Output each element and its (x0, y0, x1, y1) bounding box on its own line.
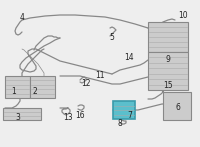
Text: 11: 11 (95, 71, 105, 80)
Bar (148, 52, 188, 90)
Text: 16: 16 (75, 111, 85, 120)
Text: 15: 15 (163, 81, 173, 90)
Bar (5, 76, 30, 98)
Text: 4: 4 (20, 14, 24, 22)
Bar (113, 101, 135, 119)
Text: 7: 7 (128, 111, 132, 120)
Bar (163, 92, 191, 120)
Text: 14: 14 (124, 54, 134, 62)
Text: 8: 8 (118, 118, 122, 127)
Bar (3, 108, 41, 120)
Text: 2: 2 (33, 86, 37, 96)
Text: 5: 5 (110, 34, 114, 42)
Text: 13: 13 (63, 113, 73, 122)
Text: 6: 6 (176, 102, 180, 112)
Text: 10: 10 (178, 10, 188, 20)
Text: 3: 3 (16, 112, 20, 122)
Text: 9: 9 (166, 56, 170, 65)
Bar (30, 76, 55, 98)
Bar (148, 22, 188, 52)
Text: 1: 1 (12, 86, 16, 96)
Text: 12: 12 (81, 78, 91, 87)
